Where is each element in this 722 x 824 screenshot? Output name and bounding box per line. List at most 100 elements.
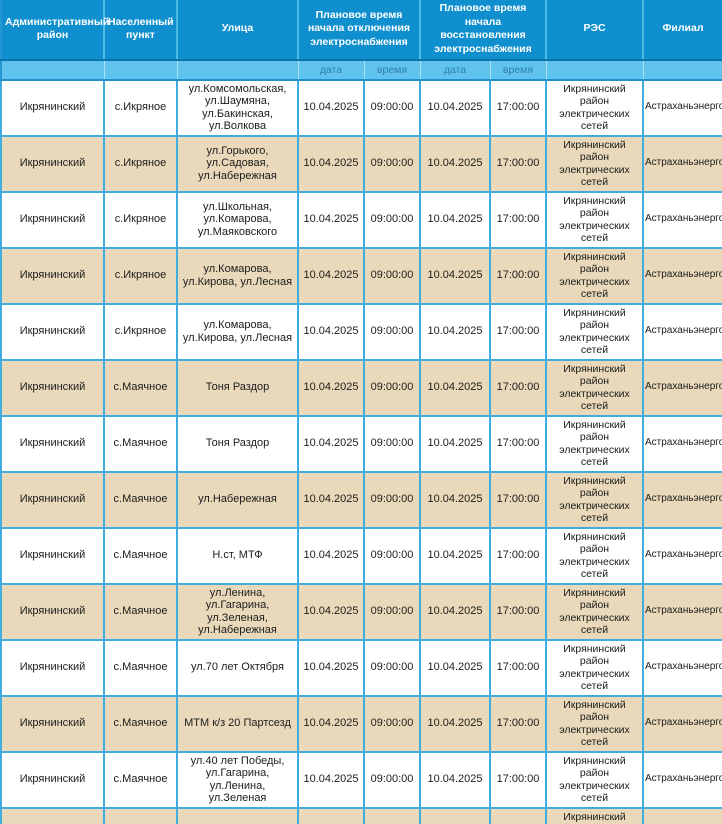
table-header: Административный район Населенный пункт …: [1, 0, 722, 81]
cell-branch: Астраханьэнерго: [642, 750, 722, 809]
cell-res: Икрянинский район электрических сетей: [545, 638, 644, 697]
cell-settlement: с.Маячное: [103, 526, 178, 585]
subheader-empty: [546, 59, 644, 81]
cell-street: ул.Набережная: [176, 470, 299, 529]
cell-outage-date: 10.04.2025: [297, 806, 365, 824]
cell-district: Икрянинский: [0, 134, 105, 193]
cell-settlement: с.Маячное: [103, 358, 178, 417]
cell-branch: Астраханьэнерго: [642, 582, 722, 641]
cell-restore-time: 17:00:00: [489, 134, 547, 193]
cell-settlement: с.Маячное: [103, 470, 178, 529]
table-row: Икрянинский с.Икряное ул.Комарова, ул.Ки…: [0, 302, 722, 361]
cell-district: Икрянинский: [0, 414, 105, 473]
cell-restore-time: 17:00:00: [489, 638, 547, 697]
cell-outage-time: 09:00:00: [363, 526, 421, 585]
cell-district: Икрянинский: [0, 694, 105, 753]
cell-street: ул.Комарова, ул.Кирова, ул.Лесная: [176, 246, 299, 305]
cell-branch: Астраханьэнерго: [642, 638, 722, 697]
table-row: Икрянинский с.Маячное ул.40 лет Победы, …: [0, 750, 722, 809]
cell-restore-date: 10.04.2025: [419, 302, 491, 361]
subheader-restore-date: дата: [420, 59, 491, 81]
cell-district: Икрянинский: [0, 638, 105, 697]
cell-restore-date: 10.04.2025: [419, 246, 491, 305]
cell-district: Икрянинский: [0, 190, 105, 249]
subheader-outage-date: дата: [298, 59, 365, 81]
cell-outage-date: 10.04.2025: [297, 358, 365, 417]
col-header-district: Административный район: [1, 0, 109, 61]
cell-restore-date: 10.04.2025: [419, 806, 491, 824]
cell-restore-date: 10.04.2025: [419, 134, 491, 193]
cell-outage-date: 10.04.2025: [297, 414, 365, 473]
table-row: Икрянинский с.Маячное Н.ст, МТФ 10.04.20…: [0, 526, 722, 585]
cell-branch: Астраханьэнерго: [642, 78, 722, 137]
cell-branch: Астраханьэнерго: [642, 134, 722, 193]
cell-restore-time: 17:00:00: [489, 582, 547, 641]
cell-restore-date: 10.04.2025: [419, 750, 491, 809]
table-row: Икрянинский с.Маячное ул.70 лет Октября …: [0, 638, 722, 697]
cell-street: МТМ к/з 20 Партсезд: [176, 694, 299, 753]
cell-outage-time: 09:00:00: [363, 302, 421, 361]
cell-branch: Астраханьэнерго: [642, 246, 722, 305]
cell-settlement: с.Икряное: [103, 190, 178, 249]
cell-outage-time: 09:00:00: [363, 134, 421, 193]
col-header-outage-group: Плановое время начала отключения электро…: [298, 0, 421, 61]
col-header-street: Улица: [177, 0, 299, 61]
cell-street: ул.Комарова, ул.Кирова, ул.Лесная: [176, 302, 299, 361]
cell-street: ул.Ленина, ул.Гагарина, ул.Зеленая, ул.Н…: [176, 582, 299, 641]
cell-res: Икрянинский район электрических сетей: [545, 470, 644, 529]
cell-branch: Астраханьэнерго: [642, 358, 722, 417]
cell-res: Икрянинский район электрических сетей: [545, 694, 644, 753]
cell-restore-time: 17:00:00: [489, 470, 547, 529]
cell-branch: Астраханьэнерго: [642, 526, 722, 585]
cell-restore-time: 17:00:00: [489, 302, 547, 361]
cell-outage-date: 10.04.2025: [297, 246, 365, 305]
cell-settlement: с.Икряное: [103, 246, 178, 305]
cell-restore-time: 17:00:00: [489, 78, 547, 137]
table-row: Икрянинский с.Икряное ул.Комсомольская, …: [0, 78, 722, 137]
cell-street: ул.Комсомольская, ул.Шаумяна, ул.Бакинск…: [176, 78, 299, 137]
subheader-empty: [1, 59, 105, 81]
cell-res: Икрянинский район электрических сетей: [545, 358, 644, 417]
cell-outage-time: 09:00:00: [363, 694, 421, 753]
cell-outage-time: 09:00:00: [363, 806, 421, 824]
col-header-branch: Филиал: [643, 0, 722, 61]
table-row: Икрянинский с.Маячное ФАП 10.04.2025 09:…: [0, 806, 722, 824]
cell-branch: Астраханьэнерго: [642, 470, 722, 529]
cell-outage-time: 09:00:00: [363, 190, 421, 249]
cell-restore-date: 10.04.2025: [419, 190, 491, 249]
subheader-row: дата время дата время: [1, 59, 722, 81]
table-row: Икрянинский с.Маячное Тоня Раздор 10.04.…: [0, 358, 722, 417]
cell-res: Икрянинский район электрических сетей: [545, 806, 644, 824]
cell-outage-date: 10.04.2025: [297, 582, 365, 641]
cell-district: Икрянинский: [0, 470, 105, 529]
cell-outage-date: 10.04.2025: [297, 302, 365, 361]
cell-restore-date: 10.04.2025: [419, 358, 491, 417]
cell-street: ул.70 лет Октября: [176, 638, 299, 697]
cell-res: Икрянинский район электрических сетей: [545, 190, 644, 249]
cell-settlement: с.Икряное: [103, 302, 178, 361]
cell-outage-time: 09:00:00: [363, 414, 421, 473]
cell-street: ул.Горького, ул.Садовая, ул.Набережная: [176, 134, 299, 193]
cell-settlement: с.Маячное: [103, 582, 178, 641]
col-header-settlement: Населенный пункт: [104, 0, 178, 61]
cell-settlement: с.Маячное: [103, 806, 178, 824]
cell-settlement: с.Маячное: [103, 414, 178, 473]
cell-restore-time: 17:00:00: [489, 414, 547, 473]
subheader-empty: [177, 59, 299, 81]
cell-branch: Астраханьэнерго: [642, 190, 722, 249]
cell-res: Икрянинский район электрических сетей: [545, 302, 644, 361]
cell-res: Икрянинский район электрических сетей: [545, 582, 644, 641]
table-row: Икрянинский с.Маячное ул.Ленина, ул.Гага…: [0, 582, 722, 641]
table-row: Икрянинский с.Икряное ул.Школьная, ул.Ко…: [0, 190, 722, 249]
cell-branch: Астраханьэнерго: [642, 302, 722, 361]
subheader-outage-time: время: [364, 59, 421, 81]
cell-district: Икрянинский: [0, 806, 105, 824]
cell-restore-date: 10.04.2025: [419, 78, 491, 137]
cell-outage-time: 09:00:00: [363, 246, 421, 305]
cell-outage-date: 10.04.2025: [297, 470, 365, 529]
subheader-empty: [104, 59, 178, 81]
cell-res: Икрянинский район электрических сетей: [545, 78, 644, 137]
cell-restore-date: 10.04.2025: [419, 582, 491, 641]
cell-outage-date: 10.04.2025: [297, 78, 365, 137]
col-header-restore-group: Плановое время начала восстановления эле…: [420, 0, 547, 61]
